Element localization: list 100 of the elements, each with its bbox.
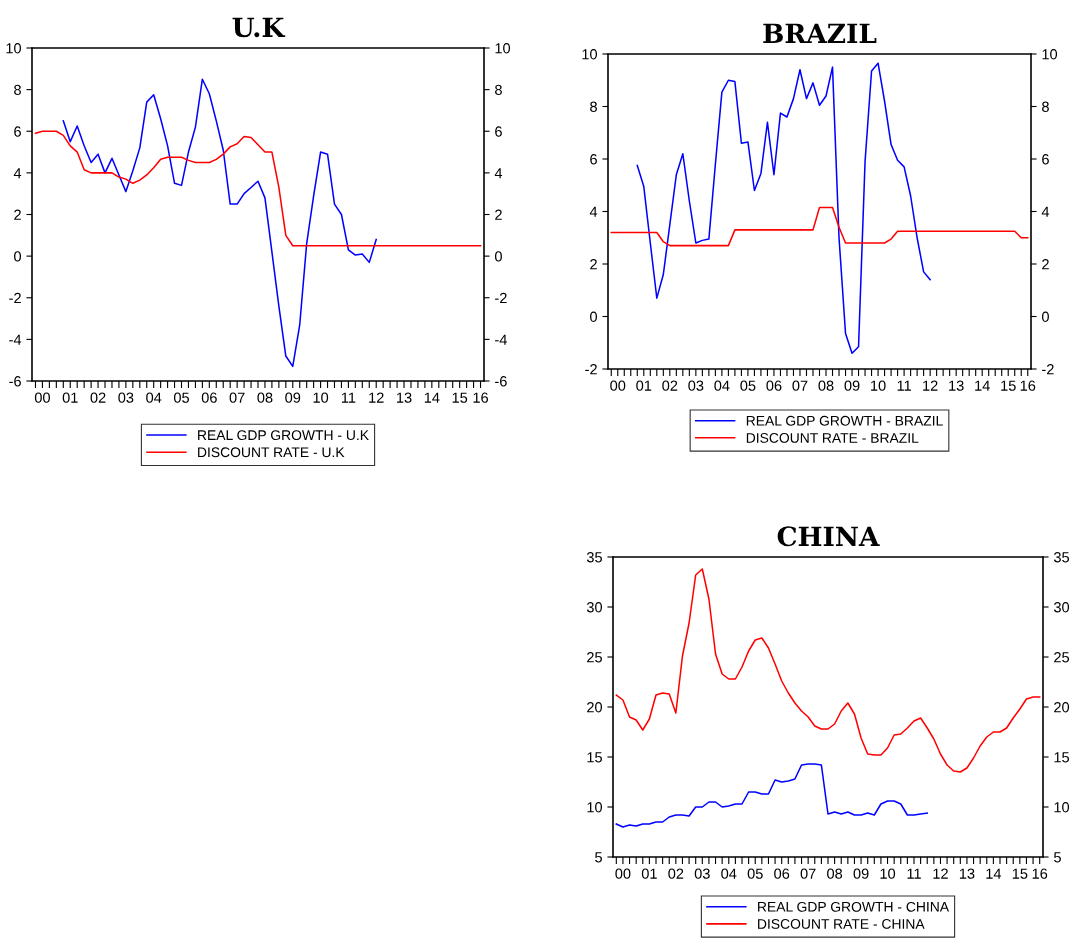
y-tick-label: 8 <box>590 101 597 112</box>
x-tick-label: 04 <box>721 868 737 879</box>
chart-title: U.K <box>232 17 286 38</box>
x-tick-label: 01 <box>62 392 78 403</box>
x-tick-label: 06 <box>774 868 790 879</box>
y-tick-label: 10 <box>587 802 603 813</box>
y-tick-label: 0 <box>14 251 22 262</box>
legend-label: DISCOUNT RATE - BRAZIL <box>746 432 919 443</box>
line-series <box>610 206 1029 247</box>
x-tick-label: 00 <box>615 868 631 879</box>
x-tick-label: 10 <box>880 868 896 879</box>
y2-tick-label: 8 <box>495 84 502 96</box>
x-tick-label: 00 <box>34 392 50 403</box>
x-tick-label: 08 <box>257 392 273 403</box>
y-tick-label: -6 <box>9 376 21 387</box>
x-tick-label: 06 <box>766 380 782 391</box>
y2-tick-label: 8 <box>1042 101 1049 112</box>
y-tick-label: 25 <box>587 652 602 663</box>
x-tick-label: 10 <box>871 380 886 391</box>
y-tick-label: 2 <box>590 259 597 270</box>
x-tick-label: 14 <box>986 868 1002 879</box>
x-tick-label: 11 <box>907 868 921 879</box>
y-tick-label: 35 <box>586 552 602 563</box>
legend-label: REAL GDP GROWTH - BRAZIL <box>746 415 943 426</box>
chart-title: BRAZIL <box>763 23 877 43</box>
x-tick-label: 04 <box>714 380 730 391</box>
x-tick-label: 09 <box>285 392 301 403</box>
y-tick-label: 5 <box>595 852 602 863</box>
x-tick-label: 01 <box>636 380 652 391</box>
x-tick-label: 07 <box>229 392 245 403</box>
x-tick-label: 12 <box>923 380 938 391</box>
x-tick-label: 11 <box>897 380 911 391</box>
legend-label: DISCOUNT RATE - CHINA <box>758 919 925 929</box>
y2-tick-label: 35 <box>1053 552 1070 563</box>
x-tick-label: 15 <box>452 392 468 403</box>
y2-tick-label: 25 <box>1054 652 1070 663</box>
x-tick-label: 16 <box>1032 868 1048 879</box>
line-series <box>34 130 482 247</box>
x-tick-label: 13 <box>949 380 964 391</box>
y-tick-label: 4 <box>589 206 598 217</box>
x-tick-label: 05 <box>740 380 756 391</box>
y2-tick-label: 6 <box>1042 154 1049 165</box>
x-tick-label: 01 <box>641 868 657 879</box>
y2-tick-label: -4 <box>495 334 507 345</box>
y-tick-label: 15 <box>587 752 602 763</box>
y-tick-label: 10 <box>6 43 22 54</box>
x-tick-label: 02 <box>662 380 678 391</box>
y-tick-label: 6 <box>14 126 21 137</box>
x-tick-label: 03 <box>688 380 704 391</box>
x-tick-label: 13 <box>959 868 975 879</box>
legend-label: REAL GDP GROWTH - U.K <box>198 430 369 441</box>
legend-label: REAL GDP GROWTH - CHINA <box>758 901 950 912</box>
x-tick-label: 13 <box>397 392 412 403</box>
x-tick-label: 08 <box>827 868 843 879</box>
x-tick-label: 16 <box>473 392 488 403</box>
x-tick-label: 04 <box>146 392 162 403</box>
y2-tick-label: 0 <box>494 251 502 262</box>
x-tick-label: 11 <box>341 392 356 403</box>
y-tick-label: 8 <box>14 84 21 96</box>
x-tick-label: 12 <box>933 868 948 879</box>
y-tick-label: 10 <box>582 49 598 60</box>
x-tick-label: 14 <box>975 380 990 391</box>
y2-tick-label: 4 <box>1041 206 1050 217</box>
y2-tick-label: 4 <box>494 168 503 179</box>
x-tick-label: 12 <box>369 392 384 403</box>
y-tick-label: 20 <box>587 702 603 713</box>
x-tick-label: 16 <box>1020 380 1036 391</box>
y-tick-label: -2 <box>585 364 597 375</box>
y2-tick-label: 30 <box>1053 602 1070 613</box>
y2-tick-label: 15 <box>1054 752 1070 763</box>
y-tick-label: -2 <box>9 292 21 304</box>
y2-tick-label: -6 <box>495 376 507 387</box>
x-tick-label: 15 <box>1001 380 1016 391</box>
x-tick-label: 05 <box>747 868 763 879</box>
x-tick-label: 15 <box>1012 868 1028 879</box>
legend-label: DISCOUNT RATE - U.K <box>198 447 345 458</box>
y-tick-label: -4 <box>9 334 22 345</box>
line-series <box>636 62 931 355</box>
x-tick-label: 02 <box>90 392 106 403</box>
y-tick-label: 6 <box>590 154 597 165</box>
y2-tick-label: 2 <box>495 209 502 220</box>
chart-title: CHINA <box>777 526 880 547</box>
x-tick-label: 08 <box>818 380 834 391</box>
x-tick-label: 07 <box>800 868 816 879</box>
y2-tick-label: -2 <box>495 292 507 304</box>
x-tick-label: 00 <box>610 380 626 391</box>
y2-tick-label: 2 <box>1042 259 1049 270</box>
y2-tick-label: -2 <box>1042 364 1054 375</box>
line-series <box>615 763 928 828</box>
y2-tick-label: 10 <box>1042 49 1058 60</box>
y2-tick-label: 6 <box>495 126 502 137</box>
y2-tick-label: 5 <box>1054 852 1061 863</box>
x-tick-label: 03 <box>118 392 134 403</box>
y-tick-label: 2 <box>14 209 21 220</box>
x-tick-label: 09 <box>853 868 869 879</box>
line-series <box>615 568 1041 773</box>
y2-tick-label: 10 <box>495 43 511 54</box>
x-tick-label: 09 <box>844 380 860 391</box>
x-tick-label: 07 <box>792 380 808 391</box>
x-tick-label: 05 <box>173 392 190 403</box>
